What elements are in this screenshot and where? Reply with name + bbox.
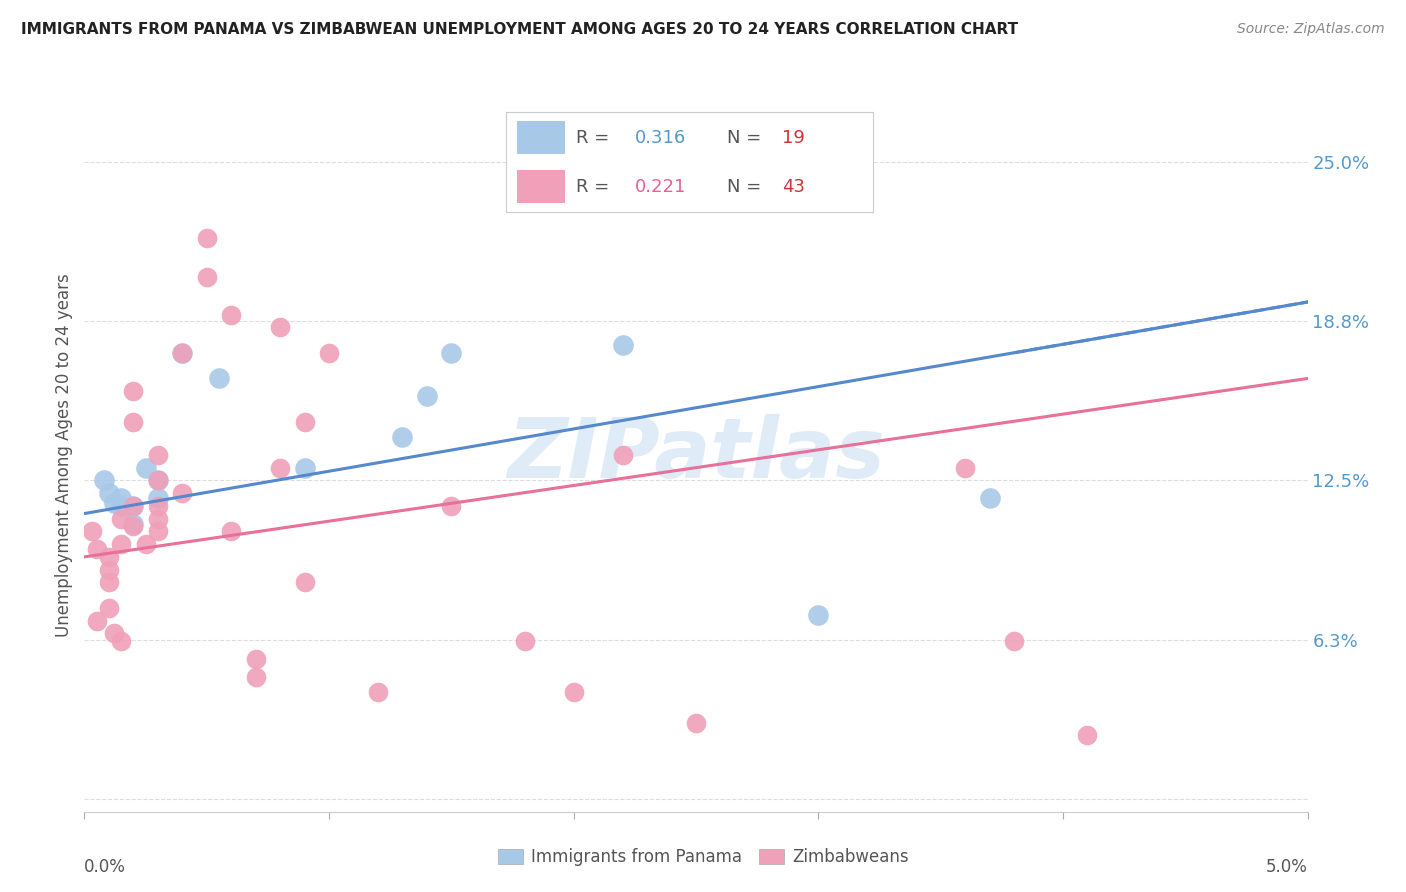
Point xyxy=(1076,728,1098,742)
Point xyxy=(807,608,830,623)
Legend: Immigrants from Panama, Zimbabweans: Immigrants from Panama, Zimbabweans xyxy=(489,840,917,875)
Point xyxy=(97,575,120,590)
Point xyxy=(612,338,634,352)
Text: Source: ZipAtlas.com: Source: ZipAtlas.com xyxy=(1237,22,1385,37)
Point xyxy=(122,499,145,513)
Point xyxy=(979,491,1001,506)
Point xyxy=(195,231,218,245)
Point xyxy=(97,600,120,615)
Point xyxy=(146,491,169,506)
Text: 5.0%: 5.0% xyxy=(1265,857,1308,876)
Point xyxy=(219,308,242,322)
Point xyxy=(146,524,169,539)
Point xyxy=(440,346,463,360)
Point xyxy=(122,516,145,531)
Point xyxy=(93,474,115,488)
Point xyxy=(146,499,169,513)
Point xyxy=(172,346,194,360)
Point xyxy=(110,511,132,525)
Point xyxy=(1002,634,1025,648)
Point xyxy=(245,670,267,684)
Point xyxy=(80,524,103,539)
Point xyxy=(440,499,463,513)
Point xyxy=(110,537,132,551)
Y-axis label: Unemployment Among Ages 20 to 24 years: Unemployment Among Ages 20 to 24 years xyxy=(55,273,73,637)
Point xyxy=(294,415,316,429)
Point xyxy=(122,499,145,513)
Point xyxy=(953,460,976,475)
Point xyxy=(146,511,169,525)
Point xyxy=(97,486,120,500)
Point xyxy=(86,614,108,628)
Point xyxy=(219,524,242,539)
Point xyxy=(135,460,157,475)
Point xyxy=(146,474,169,488)
Point xyxy=(294,575,316,590)
Point xyxy=(367,685,389,699)
Point xyxy=(208,371,231,385)
Point xyxy=(195,269,218,284)
Point xyxy=(135,537,157,551)
Point xyxy=(294,460,316,475)
Point xyxy=(146,474,169,488)
Point xyxy=(685,715,707,730)
Point xyxy=(612,448,634,462)
Point xyxy=(562,685,585,699)
Point xyxy=(245,652,267,666)
Point xyxy=(122,415,145,429)
Point xyxy=(103,626,125,640)
Point xyxy=(391,430,413,444)
Point xyxy=(172,346,194,360)
Point xyxy=(97,563,120,577)
Point xyxy=(513,634,536,648)
Point xyxy=(146,448,169,462)
Point xyxy=(269,460,291,475)
Point xyxy=(86,542,108,557)
Point xyxy=(122,519,145,533)
Point xyxy=(122,384,145,399)
Point xyxy=(110,499,132,513)
Text: IMMIGRANTS FROM PANAMA VS ZIMBABWEAN UNEMPLOYMENT AMONG AGES 20 TO 24 YEARS CORR: IMMIGRANTS FROM PANAMA VS ZIMBABWEAN UNE… xyxy=(21,22,1018,37)
Point xyxy=(110,634,132,648)
Text: 0.0%: 0.0% xyxy=(84,857,127,876)
Point xyxy=(103,496,125,510)
Point xyxy=(269,320,291,334)
Point xyxy=(318,346,340,360)
Point xyxy=(97,549,120,564)
Point xyxy=(110,491,132,506)
Text: ZIPatlas: ZIPatlas xyxy=(508,415,884,495)
Point xyxy=(172,486,194,500)
Point xyxy=(416,389,439,403)
